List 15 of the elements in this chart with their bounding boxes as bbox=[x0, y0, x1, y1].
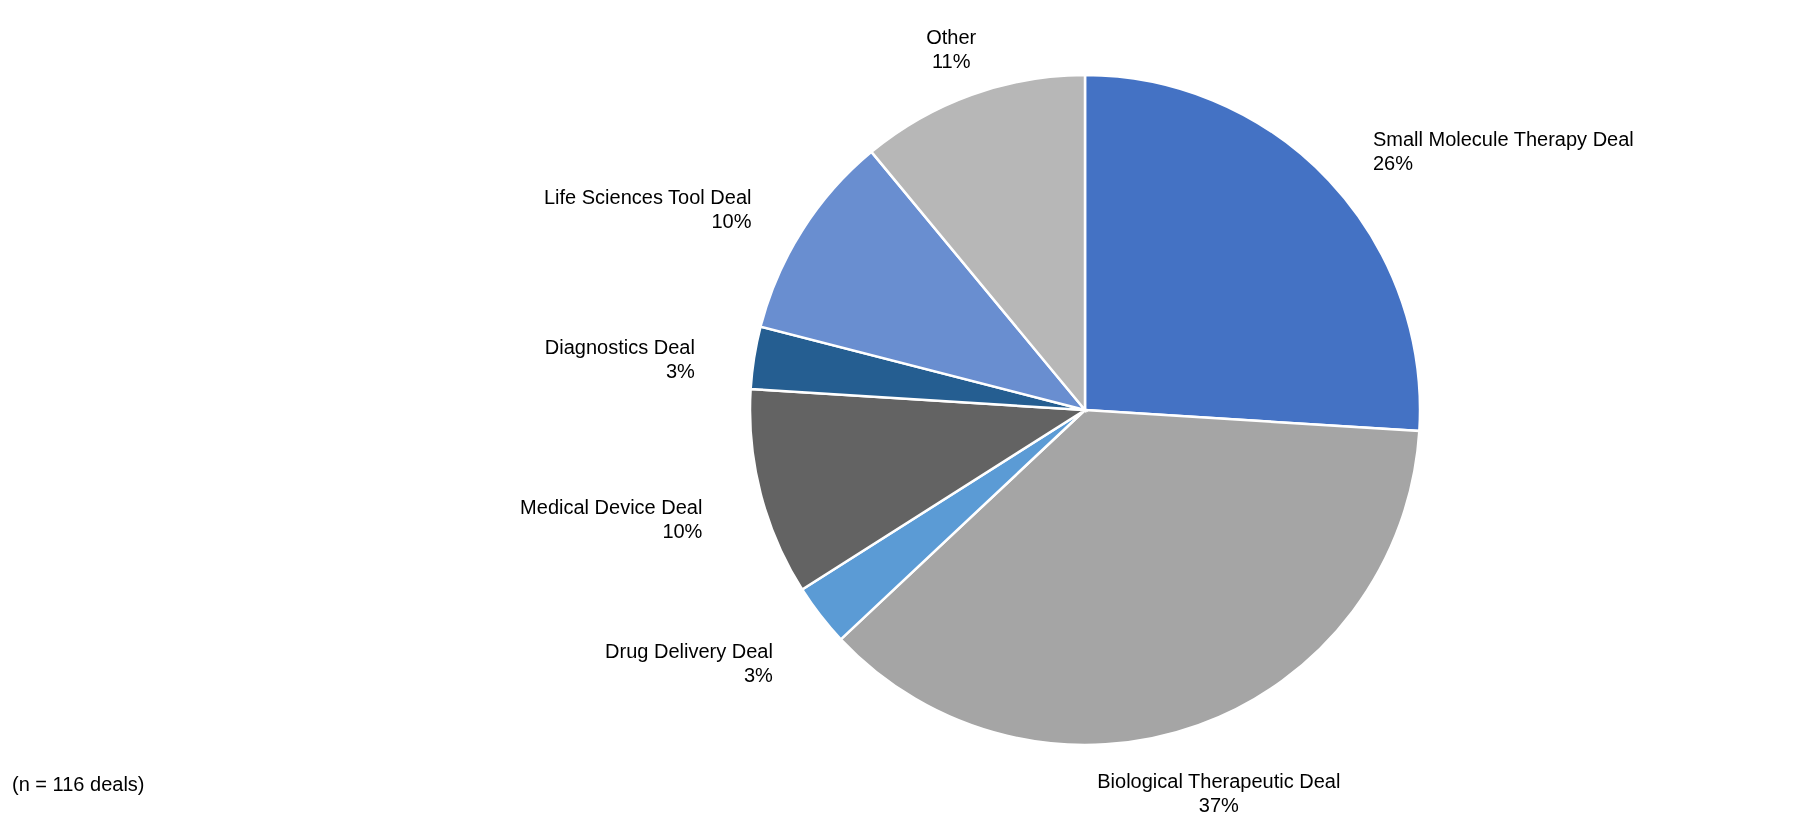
data-label: 26% bbox=[1372, 151, 1414, 174]
slice-label: Life Sciences Tool Deal bbox=[543, 186, 752, 209]
data-label: 3% bbox=[665, 360, 696, 383]
slice-label: Medical Device Deal bbox=[520, 496, 703, 519]
slice-label: Other bbox=[926, 26, 977, 49]
data-label: 10% bbox=[662, 520, 703, 543]
slice-label: Small Molecule Therapy Deal bbox=[1372, 127, 1634, 150]
slice-label: Diagnostics Deal bbox=[544, 336, 695, 359]
text: (n = 116 deals) bbox=[12, 773, 145, 795]
data-label: 3% bbox=[743, 664, 774, 687]
data-label: 10% bbox=[711, 210, 752, 233]
slice-label: Drug Delivery Deal bbox=[605, 640, 773, 663]
data-label: 11% bbox=[931, 50, 971, 73]
slice-label: Biological Therapeutic Deal bbox=[1097, 769, 1341, 792]
data-label: 37% bbox=[1198, 793, 1240, 816]
